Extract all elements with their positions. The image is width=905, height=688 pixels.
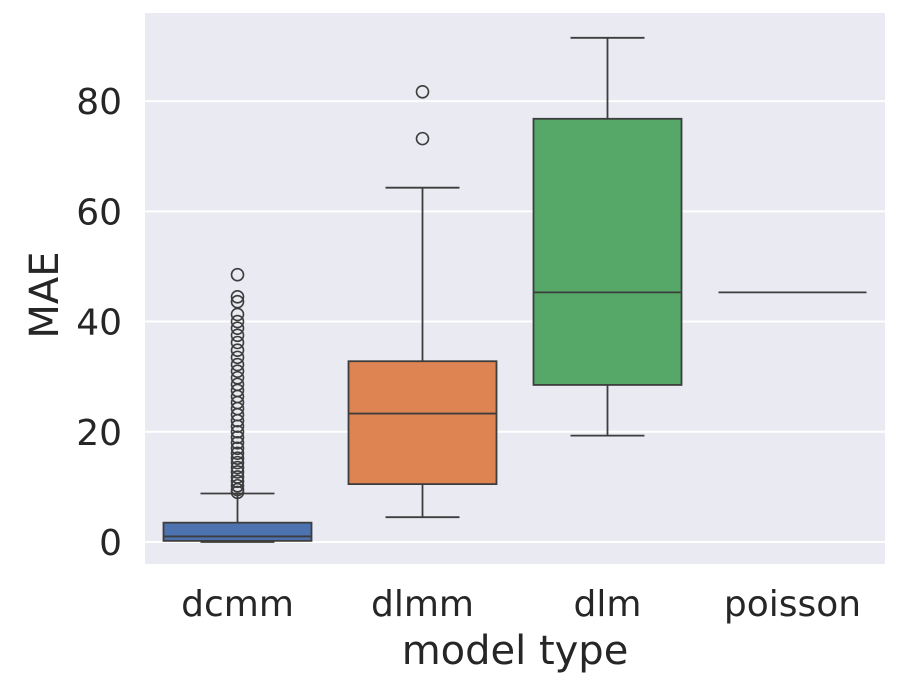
x-axis-ticks: dcmm dlmm dlm poisson [181,584,861,625]
x-tick-label-dlmm: dlmm [371,584,474,625]
box-dlm [532,36,683,437]
y-tick-label-40: 40 [76,303,122,344]
iqr-box-dlmm [347,360,498,486]
outlier-dcmm-11 [230,435,245,450]
outlier-dcmm-24 [230,357,245,372]
outlier-dcmm-29 [230,321,245,335]
y-tick-label-0: 0 [99,523,122,564]
plot-area [145,13,885,564]
outlier-dcmm-4 [230,470,245,484]
x-tick-label-dcmm: dcmm [181,584,294,625]
grid-lines [145,100,885,543]
outlier-dcmm-25 [230,350,245,365]
outlier-dcmm-22 [230,370,245,385]
outlier-dcmm-9 [230,446,245,461]
y-axis-ticks: 0 20 40 60 80 [76,82,122,564]
outlier-dcmm-27 [230,335,245,350]
outlier-dcmm-7 [230,455,245,470]
outlier-dcmm-13 [230,424,245,439]
outlier-dcmm-6 [230,460,245,475]
box-dcmm [162,267,313,543]
box-dlmm [347,84,498,519]
x-tick-label-dlm: dlm [574,584,642,625]
outlier-dlmm-0 [415,131,430,146]
outlier-dcmm-30 [230,314,245,329]
y-tick-label-20: 20 [76,413,122,454]
outlier-dcmm-33 [230,289,245,304]
y-tick-label-60: 60 [76,192,122,233]
outlier-dcmm-32 [230,294,245,309]
outlier-dcmm-26 [230,343,245,358]
outlier-dcmm-21 [230,377,245,392]
outlier-dlmm-1 [415,84,430,99]
outlier-dcmm-8 [230,451,245,466]
outlier-dcmm-28 [230,328,245,343]
iqr-box-dlm [532,117,683,386]
y-tick-label-80: 80 [76,82,122,123]
x-axis-label: model type [402,628,629,674]
outlier-dcmm-34 [230,267,245,282]
iqr-box-dcmm [162,521,313,542]
outlier-dcmm-3 [230,474,245,489]
x-tick-label-poisson: poisson [724,584,861,625]
outlier-dcmm-2 [230,478,245,493]
outlier-dcmm-10 [230,441,245,456]
outlier-dcmm-23 [230,364,245,378]
y-axis-label: MAE [22,251,68,338]
box-series [162,36,867,543]
outlier-dcmm-5 [230,465,245,479]
outlier-dcmm-12 [230,430,245,445]
